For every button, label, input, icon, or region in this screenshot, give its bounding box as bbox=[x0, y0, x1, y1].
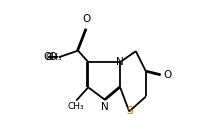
Text: S: S bbox=[126, 106, 133, 116]
Text: O: O bbox=[43, 52, 51, 62]
Text: CH₃: CH₃ bbox=[68, 102, 85, 111]
Text: N: N bbox=[116, 57, 124, 67]
Text: N: N bbox=[101, 102, 109, 112]
Text: O: O bbox=[82, 14, 91, 24]
Text: O: O bbox=[163, 70, 171, 80]
Text: CH₃: CH₃ bbox=[46, 53, 62, 62]
Text: O: O bbox=[48, 52, 56, 62]
